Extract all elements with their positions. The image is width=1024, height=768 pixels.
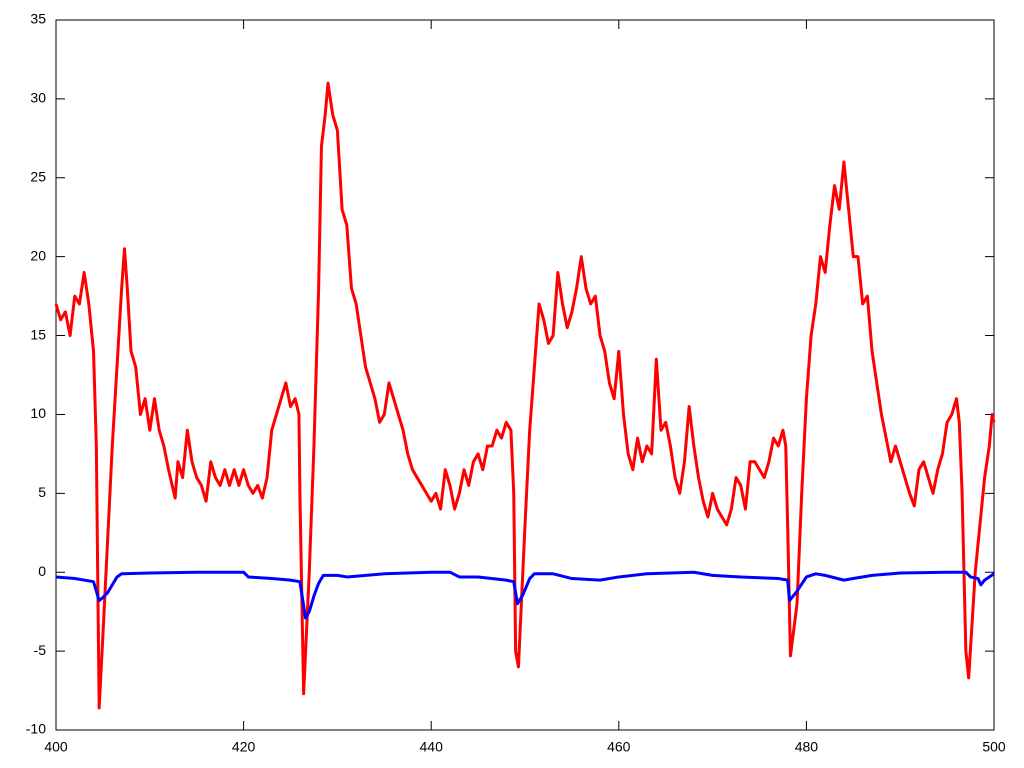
- plot-frame: [55, 19, 995, 731]
- x-tick-label: 500: [982, 739, 1006, 755]
- y-tick-label: 5: [38, 484, 46, 500]
- y-tick-label: 10: [30, 405, 46, 421]
- y-tick-label: 20: [30, 247, 46, 263]
- data-line: [55, 570, 995, 620]
- y-tick-label: 30: [30, 90, 46, 106]
- y-tick-label: 35: [30, 11, 46, 27]
- x-tick-label: 460: [607, 739, 631, 755]
- x-tick-label: 400: [44, 739, 68, 755]
- data-line: [54, 81, 996, 710]
- y-tick-label: -10: [26, 721, 46, 737]
- x-tick-label: 480: [795, 739, 819, 755]
- y-tick-label: 0: [38, 563, 46, 579]
- x-tick-label: 420: [232, 739, 256, 755]
- y-tick-label: 15: [30, 326, 46, 342]
- x-tick-label: 440: [420, 739, 444, 755]
- y-tick-label: -5: [34, 642, 47, 658]
- y-tick-label: 25: [30, 168, 46, 184]
